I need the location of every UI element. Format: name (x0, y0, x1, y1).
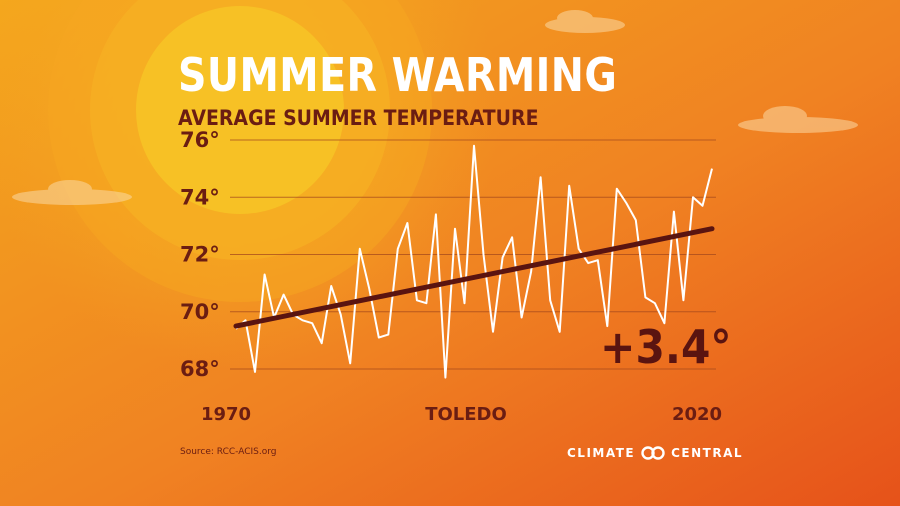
source-note: Source: RCC-ACIS.org (180, 447, 277, 457)
cloud-icon (12, 10, 858, 205)
x-tick-label: 1970 (201, 404, 251, 425)
brand-word-1: CLIMATE (567, 446, 636, 460)
chart-title: SUMMER WARMING (178, 48, 618, 102)
x-tick-label: 2020 (672, 404, 722, 425)
y-tick-label: 70° (180, 300, 220, 324)
y-tick-label: 72° (180, 243, 220, 267)
linked-rings-icon (641, 446, 665, 460)
change-annotation: +3.4° (600, 320, 732, 374)
y-tick-label: 68° (180, 357, 220, 381)
climate-central-logo: CLIMATE CENTRAL (567, 444, 743, 462)
brand-word-2: CENTRAL (671, 446, 744, 460)
chart-subtitle: AVERAGE SUMMER TEMPERATURE (178, 106, 539, 130)
y-tick-label: 74° (180, 185, 220, 209)
sun-icon (136, 6, 344, 214)
y-tick-label: 76° (180, 128, 220, 152)
location-label: TOLEDO (425, 404, 507, 425)
temperature-series-line (235, 144, 713, 379)
trend-line (233, 226, 715, 329)
